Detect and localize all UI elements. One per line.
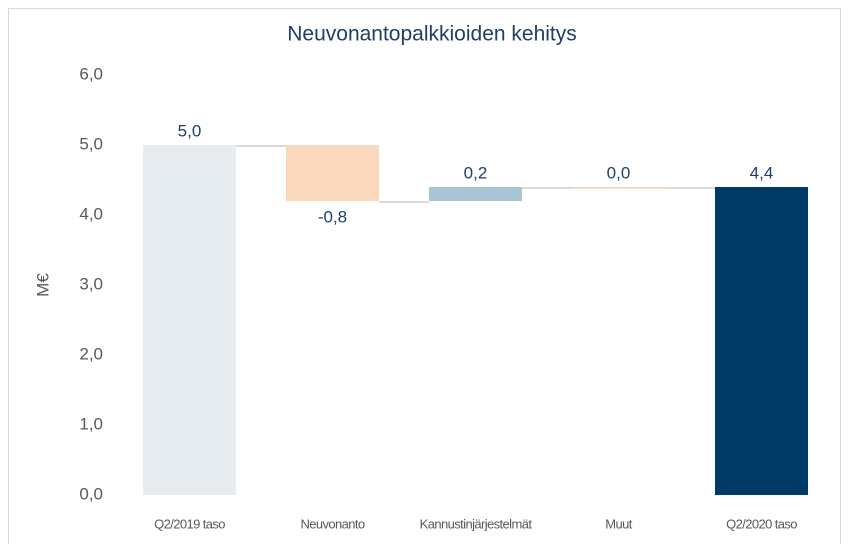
value-label: 4,4	[750, 163, 774, 182]
bar	[715, 187, 808, 495]
y-tick-label: 0,0	[79, 484, 103, 503]
x-tick-label: Q2/2020 taso	[726, 516, 797, 531]
value-label: 5,0	[178, 121, 202, 140]
y-tick-label: 6,0	[79, 64, 103, 83]
x-tick-label: Neuvonanto	[300, 516, 364, 531]
y-tick-label: 4,0	[79, 204, 103, 223]
value-label: -0,8	[318, 207, 347, 226]
x-tick-label: Muut	[605, 516, 632, 531]
y-axis-label: M€	[33, 273, 52, 297]
x-tick-label: Kannustinjärjestelmät	[420, 516, 533, 531]
bar	[286, 145, 379, 201]
bar	[429, 187, 522, 201]
bar	[143, 145, 236, 495]
y-tick-label: 5,0	[79, 134, 103, 153]
bar	[572, 187, 665, 189]
y-tick-label: 2,0	[79, 344, 103, 363]
value-label: 0,2	[464, 163, 488, 182]
y-tick-label: 1,0	[79, 414, 103, 433]
value-label: 0,0	[607, 163, 631, 182]
x-tick-label: Q2/2019 taso	[154, 516, 225, 531]
y-tick-label: 3,0	[79, 274, 103, 293]
chart-title: Neuvonantopalkkioiden kehitys	[287, 23, 577, 46]
